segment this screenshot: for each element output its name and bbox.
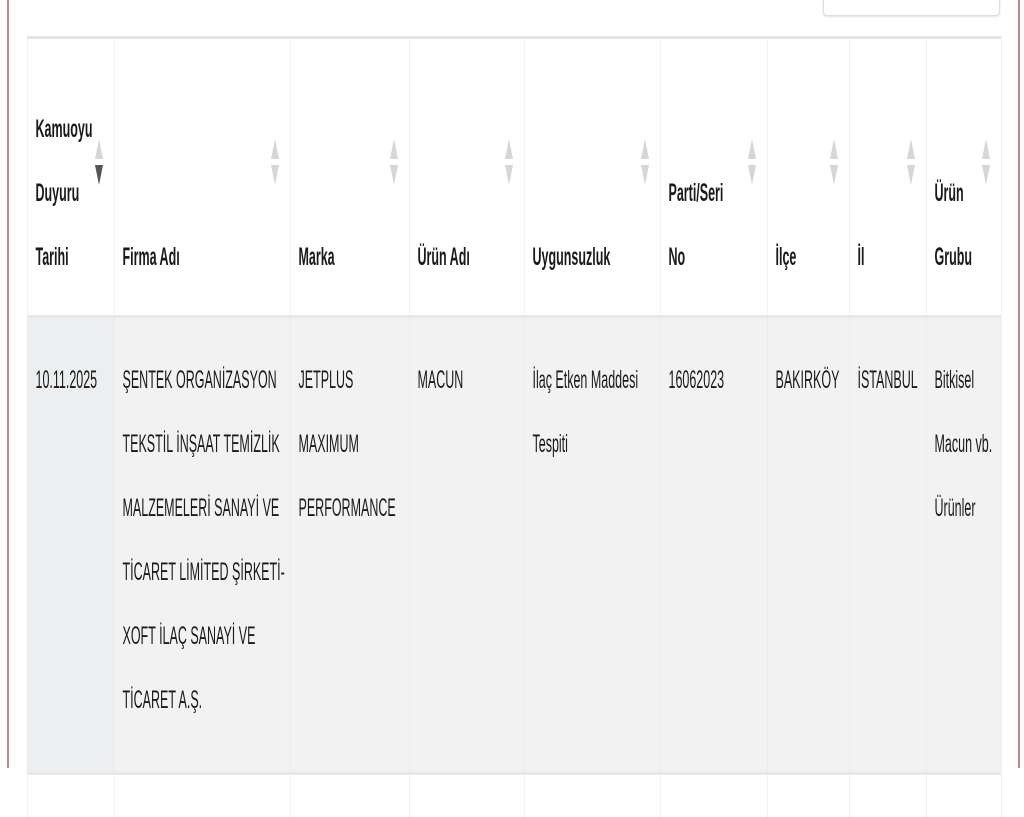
- column-header-product[interactable]: Ürün Adı: [409, 38, 524, 317]
- sort-icon[interactable]: [641, 139, 649, 189]
- sort-icon[interactable]: [982, 139, 990, 189]
- header-label: İlçe: [776, 243, 797, 271]
- column-header-brand[interactable]: Marka: [290, 38, 409, 317]
- header-label: Ürün Adı: [418, 243, 470, 271]
- header-label: Uygunsuzluk: [533, 243, 611, 271]
- header-label: Marka: [299, 243, 335, 271]
- cell: [849, 774, 926, 817]
- cell: [524, 774, 660, 817]
- column-header-company[interactable]: Firma Adı: [114, 38, 290, 317]
- sort-desc-icon[interactable]: [95, 139, 103, 189]
- cell: [290, 774, 409, 817]
- table-container: Kamuoyu Duyuru Tarihi Firma Adı Marka Ür…: [0, 0, 1024, 768]
- cell-product: MACUN: [409, 317, 524, 774]
- cell-city: İSTANBUL: [849, 317, 926, 774]
- recall-table: Kamuoyu Duyuru Tarihi Firma Adı Marka Ür…: [27, 36, 1002, 817]
- sort-icon[interactable]: [505, 139, 513, 189]
- table-row-partial: [27, 774, 1001, 817]
- header-row: Kamuoyu Duyuru Tarihi Firma Adı Marka Ür…: [27, 38, 1001, 317]
- header-label: Firma Adı: [123, 243, 180, 271]
- cell-nonconformity: İlaç Etken Maddesi Tespiti: [524, 317, 660, 774]
- column-header-product-group[interactable]: Ürün Grubu: [926, 38, 1001, 317]
- sort-icon[interactable]: [271, 139, 279, 189]
- cell: [926, 774, 1001, 817]
- sort-icon[interactable]: [748, 139, 756, 189]
- column-header-nonconformity[interactable]: Uygunsuzluk: [524, 38, 660, 317]
- cell-district: BAKIRKÖY: [767, 317, 849, 774]
- header-label: Kamuoyu Duyuru Tarihi: [36, 115, 93, 271]
- sort-icon[interactable]: [830, 139, 838, 189]
- header-label: İl: [858, 243, 865, 271]
- cell: [114, 774, 290, 817]
- cell-company: ŞENTEK ORGANİZASYON TEKSTİL İNŞAAT TEMİZ…: [114, 317, 290, 774]
- column-header-district[interactable]: İlçe: [767, 38, 849, 317]
- cell: [767, 774, 849, 817]
- cell-product-group: Bitkisel Macun vb. Ürünler: [926, 317, 1001, 774]
- cell: [660, 774, 767, 817]
- sort-icon[interactable]: [907, 139, 915, 189]
- column-header-date[interactable]: Kamuoyu Duyuru Tarihi: [27, 38, 114, 317]
- cell: [409, 774, 524, 817]
- header-label: Parti/Seri No: [669, 179, 724, 271]
- table-row: 10.11.2025 ŞENTEK ORGANİZASYON TEKSTİL İ…: [27, 317, 1001, 774]
- cell-batch: 16062023: [660, 317, 767, 774]
- column-header-batch[interactable]: Parti/Seri No: [660, 38, 767, 317]
- cell: [27, 774, 114, 817]
- column-header-city[interactable]: İl: [849, 38, 926, 317]
- header-label: Ürün Grubu: [935, 179, 973, 271]
- cell-date: 10.11.2025: [27, 317, 114, 774]
- sort-icon[interactable]: [390, 139, 398, 189]
- cell-brand: JETPLUS MAXIMUM PERFORMANCE: [290, 317, 409, 774]
